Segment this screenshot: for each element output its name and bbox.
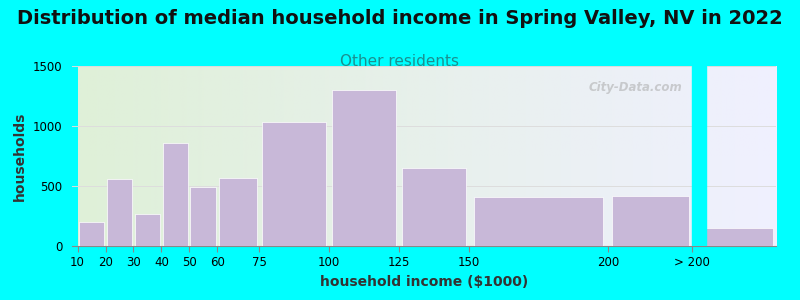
Bar [692, 66, 706, 246]
Bar [695, 228, 773, 246]
Y-axis label: households: households [13, 111, 27, 201]
X-axis label: household income ($1000): household income ($1000) [320, 275, 528, 289]
Bar [262, 122, 326, 246]
Bar [219, 178, 258, 246]
Text: City-Data.com: City-Data.com [588, 81, 682, 94]
Bar [190, 187, 216, 246]
Bar [612, 196, 689, 246]
Text: Distribution of median household income in Spring Valley, NV in 2022: Distribution of median household income … [17, 9, 783, 28]
Bar [332, 90, 396, 246]
Bar [402, 168, 466, 246]
Bar [106, 179, 132, 246]
Bar [78, 222, 105, 246]
Text: Other residents: Other residents [341, 54, 459, 69]
Bar [162, 143, 188, 246]
Bar [474, 197, 602, 246]
Bar [134, 214, 160, 246]
